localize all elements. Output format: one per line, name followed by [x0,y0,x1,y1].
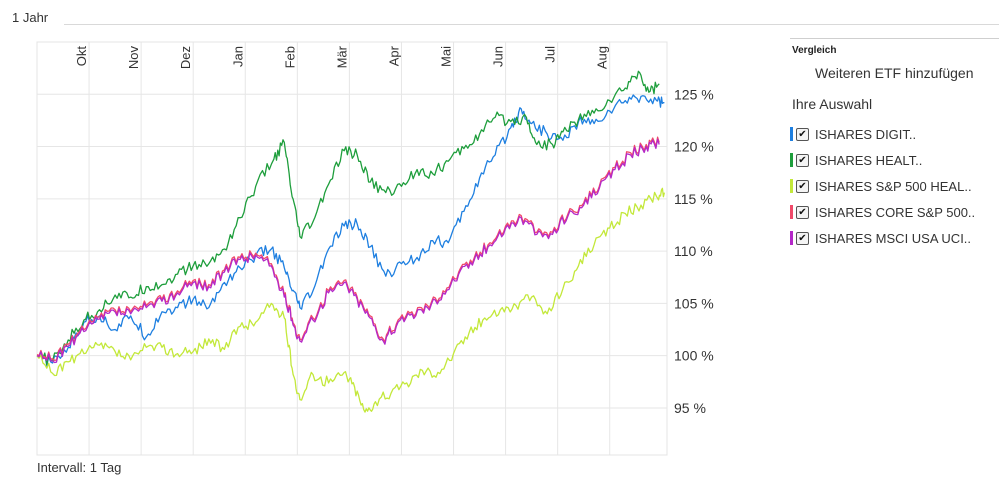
legend-label: ISHARES HEALT.. [815,152,923,168]
series-line [36,138,660,364]
y-tick-label: 100 % [674,348,714,364]
y-tick-label: 120 % [674,139,714,155]
x-tick-label: Dez [178,46,193,69]
y-tick-label: 125 % [674,86,714,102]
x-tick-label: Nov [126,46,141,70]
x-tick-label: Apr [386,45,401,66]
series-line [36,94,665,367]
series-lines [36,70,666,413]
series-color-swatch [790,179,793,193]
y-tick-label: 105 % [674,295,714,311]
y-tick-label: 115 % [674,191,713,207]
checkbox[interactable]: ✔ [796,179,809,193]
x-tick-label: Aug [595,46,610,69]
legend-label: ISHARES CORE S&P 500.. [815,204,976,220]
series-color-swatch [790,205,793,219]
top-divider [64,24,999,25]
x-tick-label: Jun [491,46,506,67]
legend-label: ISHARES DIGIT.. [815,126,917,142]
checkbox[interactable]: ✔ [796,231,809,245]
series-color-swatch [790,231,793,245]
series-line [36,70,660,366]
x-tick-label: Jan [230,46,245,67]
interval-label: Intervall: 1 Tag [37,460,122,475]
grid [36,41,668,456]
checkbox[interactable]: ✔ [796,205,809,219]
period-selector[interactable]: 1 Jahr [12,10,49,25]
selection-heading: Ihre Auswahl [792,96,873,112]
y-tick-label: 95 % [674,400,706,416]
x-tick-label: Mai [439,46,454,67]
series-color-swatch [790,153,793,167]
x-axis-month-labels: Okt Nov Dez Jan Feb Mär Apr Mai Jun Jul Aug [74,45,610,69]
add-etf-link[interactable]: Weiteren ETF hinzufügen [815,65,974,81]
series-line [36,136,660,362]
legend-item-digital[interactable]: ✔ ISHARES DIGIT.. [790,125,916,143]
y-axis-tick-labels: 95 % 100 % 105 % 110 % 115 % 120 % 125 % [674,86,714,416]
x-tick-label: Jul [543,46,558,63]
comparison-heading: Vergleich [792,45,837,56]
checkbox[interactable]: ✔ [796,127,809,141]
legend-label: ISHARES S&P 500 HEAL.. [815,178,972,194]
panel-divider [790,38,999,39]
legend-label: ISHARES MSCI USA UCI.. [815,230,972,246]
legend-item-msci-usa[interactable]: ✔ ISHARES MSCI USA UCI.. [790,229,971,247]
series-line [36,187,666,413]
legend-item-healthcare[interactable]: ✔ ISHARES HEALT.. [790,151,922,169]
x-tick-label: Feb [282,46,297,68]
x-tick-label: Okt [74,46,89,67]
checkbox[interactable]: ✔ [796,153,809,167]
plot-frame [36,41,668,456]
y-tick-label: 110 % [674,243,713,259]
series-color-swatch [790,127,793,141]
legend-item-sp500-health[interactable]: ✔ ISHARES S&P 500 HEAL.. [790,177,972,195]
legend-item-core-sp500[interactable]: ✔ ISHARES CORE S&P 500.. [790,203,975,221]
x-tick-label: Mär [334,45,349,68]
